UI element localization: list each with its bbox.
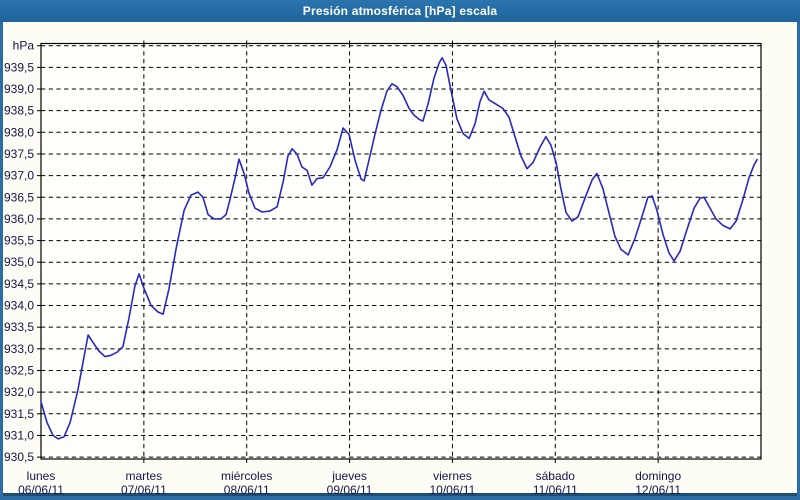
y-axis-tick-label: 932,5 — [4, 363, 34, 377]
y-axis-tick-label: 931,0 — [4, 428, 34, 442]
y-axis-tick-label: 933,0 — [4, 342, 34, 356]
y-axis-tick-label: 938,0 — [4, 125, 34, 139]
x-axis-day-label: martes — [126, 469, 163, 483]
y-axis-tick-label: 934,0 — [4, 299, 34, 313]
y-axis-tick-label: 932,0 — [4, 385, 34, 399]
x-axis-date-label: 07/06/11 — [121, 483, 167, 497]
y-axis-tick-label: 937,0 — [4, 169, 34, 183]
y-axis-tick-label: 938,5 — [4, 104, 34, 118]
x-axis-day-label: lunes — [27, 469, 56, 483]
x-axis-date-label: 11/06/11 — [533, 483, 578, 497]
pressure-series-line — [40, 56, 758, 440]
x-axis-date-label: 10/06/11 — [430, 483, 476, 497]
y-axis-tick-label: 939,5 — [4, 60, 34, 74]
y-axis-unit-label: hPa — [13, 39, 35, 53]
y-axis-tick-label: 931,5 — [4, 407, 34, 421]
plot-area — [41, 43, 761, 459]
plot-border — [40, 42, 762, 460]
y-axis-tick-label: 934,5 — [4, 277, 34, 291]
x-axis-date-label: 12/06/11 — [635, 483, 681, 497]
y-axis-tick-label: 936,5 — [4, 190, 34, 204]
y-axis-tick-label: 933,5 — [4, 320, 34, 334]
x-axis-day-label: jueves — [331, 469, 367, 483]
x-axis-day-label: miércoles — [221, 469, 272, 483]
y-axis-tick-label: 935,5 — [4, 234, 34, 248]
y-axis-tick-label: 936,0 — [4, 212, 34, 226]
x-axis-date-label: 09/06/11 — [327, 483, 373, 497]
y-axis-tick-label: 930,5 — [4, 450, 34, 464]
y-axis-tick-label: 939,0 — [4, 82, 34, 96]
x-axis-date-label: 08/06/11 — [224, 483, 270, 497]
x-axis-date-label: 06/06/11 — [18, 483, 64, 497]
y-axis-tick-label: 937,5 — [4, 147, 34, 161]
x-axis-day-label: viernes — [433, 469, 472, 483]
window-title: Presión atmosférica [hPa] escala — [302, 4, 498, 18]
x-axis-day-label: domingo — [635, 469, 681, 483]
y-axis-tick-label: 935,0 — [4, 255, 34, 269]
x-axis-day-label: sábado — [536, 469, 576, 483]
window-titlebar: Presión atmosférica [hPa] escala — [0, 0, 800, 22]
